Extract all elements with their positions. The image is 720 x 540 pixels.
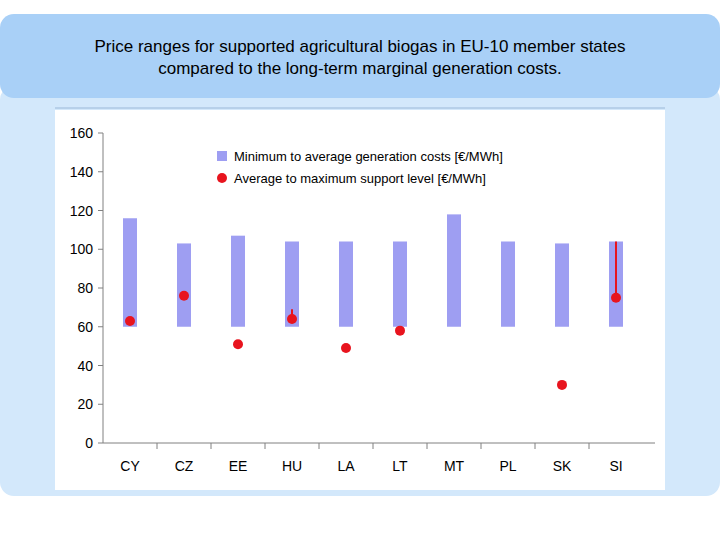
y-tick-label: 0 (85, 435, 93, 451)
y-tick-label: 140 (70, 164, 94, 180)
legend-label: Minimum to average generation costs [€/M… (234, 149, 503, 164)
legend-swatch (217, 151, 227, 161)
title-box: Price ranges for supported agricultural … (40, 36, 680, 92)
y-tick-label: 60 (77, 319, 93, 335)
chart: Price ranges for supported agricultural … (0, 0, 720, 540)
y-tick-label: 40 (77, 358, 93, 374)
legend-label: Average to maximum support level [€/MWh] (234, 171, 486, 186)
cost-range-bar (231, 236, 245, 327)
support-point (233, 339, 243, 349)
x-tick-label: LA (337, 458, 355, 474)
x-tick-label: HU (282, 458, 302, 474)
x-tick-label: CZ (175, 458, 194, 474)
y-tick (98, 249, 103, 250)
y-tick (98, 288, 103, 289)
x-tick (373, 443, 374, 449)
cost-range-bar (123, 218, 137, 327)
y-tick-label: 20 (77, 396, 93, 412)
support-point (611, 293, 621, 303)
y-tick (98, 326, 103, 327)
y-tick (98, 171, 103, 172)
plot-panel (55, 110, 665, 490)
y-tick (98, 133, 103, 134)
legend-swatch (217, 173, 227, 183)
x-tick-label: EE (229, 458, 248, 474)
support-range-line (615, 242, 617, 298)
support-point (395, 326, 405, 336)
cost-range-bar (393, 242, 407, 327)
x-tick (427, 443, 428, 449)
y-tick-label: 80 (77, 280, 93, 296)
x-axis (103, 443, 655, 444)
marks (123, 214, 623, 390)
cost-range-bar (177, 243, 191, 326)
support-point (287, 314, 297, 324)
x-tick-label: LT (392, 458, 408, 474)
y-tick-label: 100 (70, 241, 94, 257)
cost-range-bar (501, 242, 515, 327)
support-point (125, 316, 135, 326)
x-tick (319, 443, 320, 449)
title: Price ranges for supported agricultural … (40, 36, 680, 80)
y-tick-label: 160 (70, 125, 94, 141)
x-tick (265, 443, 266, 449)
x-tick (535, 443, 536, 449)
x-tick-label: SI (609, 458, 622, 474)
x-tick (211, 443, 212, 449)
cost-range-bar (447, 214, 461, 326)
header (0, 14, 720, 98)
y-tick (98, 365, 103, 366)
x-tick-label: SK (553, 458, 572, 474)
cost-range-bar (285, 242, 299, 327)
x-tick (157, 443, 158, 449)
cost-range-bar (609, 242, 623, 327)
support-point (179, 291, 189, 301)
x-tick-label: MT (444, 458, 465, 474)
x-tick-label: CY (120, 458, 140, 474)
x-tick-label: PL (499, 458, 516, 474)
support-point (341, 343, 351, 353)
cost-range-bar (555, 243, 569, 326)
panel (0, 86, 720, 496)
y-tick-label: 120 (70, 203, 94, 219)
support-point (557, 380, 567, 390)
x-tick (589, 443, 590, 449)
y-tick (98, 404, 103, 405)
cost-range-bar (339, 242, 353, 327)
y-tick (98, 443, 103, 444)
y-tick (98, 210, 103, 211)
separator (55, 108, 665, 109)
x-tick (481, 443, 482, 449)
